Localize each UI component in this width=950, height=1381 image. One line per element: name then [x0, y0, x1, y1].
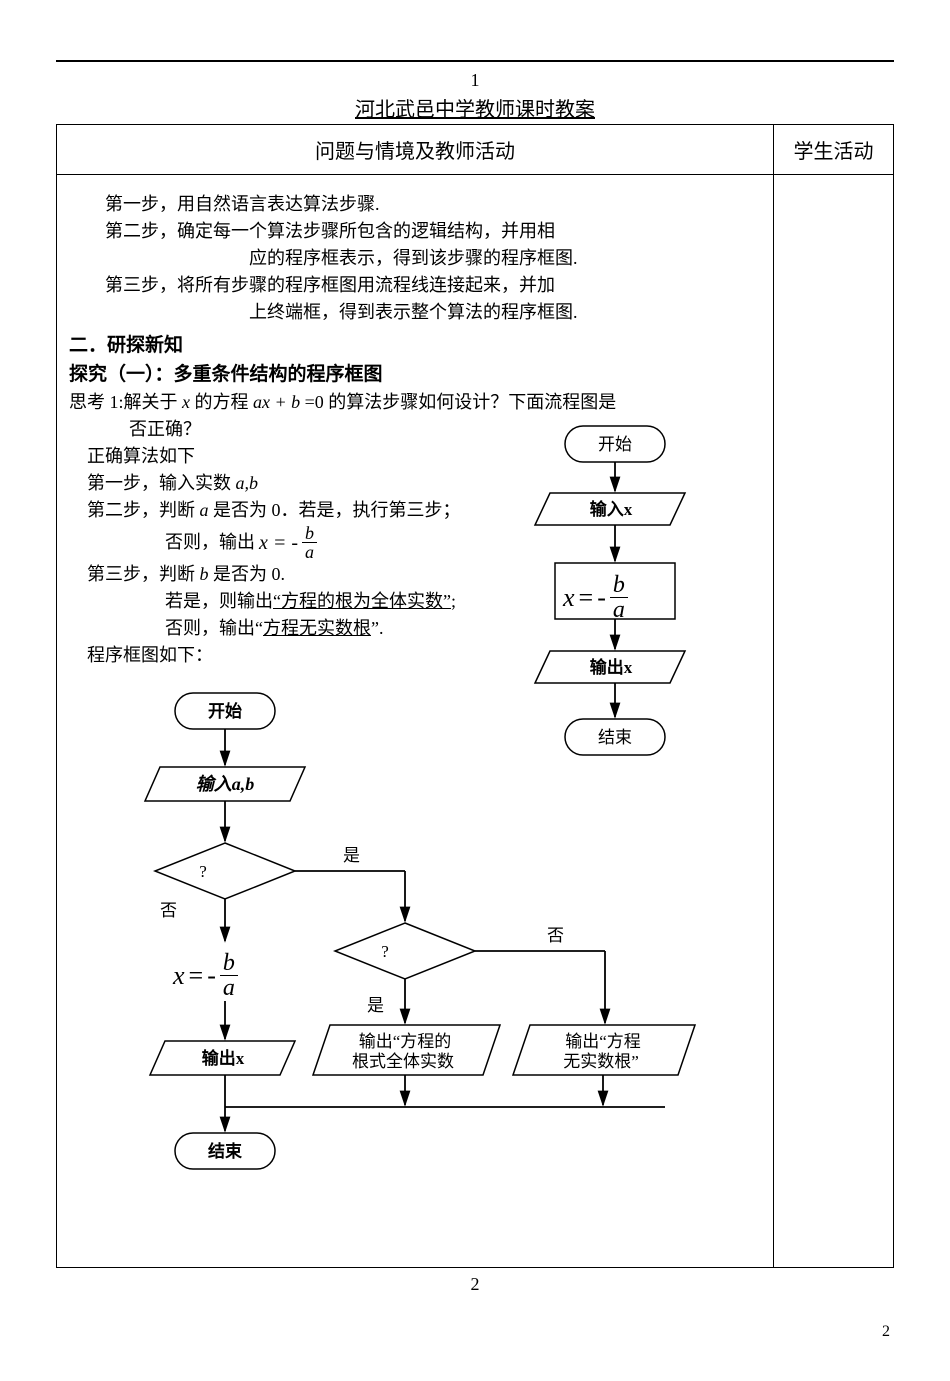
algo-step2-frac: b a	[302, 524, 317, 561]
var-x: x	[182, 392, 190, 412]
frac-den-a: a	[302, 543, 317, 561]
fl-outx: 输出x	[202, 1048, 245, 1068]
fl-formula-minus: -	[207, 956, 216, 995]
algo-step2-formula: x = -	[259, 528, 298, 558]
col-header-right: 学生活动	[774, 125, 894, 175]
fl-start: 开始	[208, 701, 242, 721]
section-title: 二．研探新知	[69, 332, 761, 361]
step1: 第一步，用自然语言表达算法步骤.	[69, 191, 761, 218]
think-line1: 思考 1:解关于 x 的方程 ax + b =0 的算法步骤如何设计？下面流程图…	[69, 389, 761, 416]
fl-end: 结束	[208, 1141, 242, 1161]
fl-dec1: ?	[199, 862, 207, 881]
frac-num-b: b	[302, 524, 317, 543]
var-b: b	[200, 564, 209, 584]
think1-c: =0 的算法步骤如何设计？下面流程图是	[305, 392, 617, 412]
subsection-title: 探究（一）：多重条件结构的程序框图	[69, 361, 761, 390]
fl-formula-frac: b a	[220, 951, 238, 1000]
col-header-left: 问题与情境及教师活动	[57, 125, 774, 175]
fr-frac-num: b	[610, 573, 628, 598]
fr-frac-den: a	[610, 598, 628, 622]
step2-line1: 第二步，确定每一个算法步骤所包含的逻辑结构，并用相	[69, 218, 761, 245]
student-activity-cell	[774, 175, 894, 1268]
fr-formula-minus: -	[597, 578, 606, 617]
page: 1 河北武邑中学教师课时教案 问题与情境及教师活动 学生活动 第一步，用自然语言…	[0, 0, 950, 1381]
algo-step3-yes-a: 若是，则输出	[165, 591, 273, 611]
content-cell: 第一步，用自然语言表达算法步骤. 第二步，确定每一个算法步骤所包含的逻辑结构，并…	[57, 175, 774, 1268]
lesson-table: 问题与情境及教师活动 学生活动 第一步，用自然语言表达算法步骤. 第二步，确定每…	[56, 124, 894, 1268]
algo-step2-a: 第二步，判断	[87, 500, 195, 520]
algo-step3-b: 是否为 0.	[213, 564, 285, 584]
fl-dec2: ?	[381, 942, 389, 961]
header-title: 河北武邑中学教师课时教案	[56, 93, 894, 122]
content-area: 第一步，用自然语言表达算法步骤. 第二步，确定每一个算法步骤所包含的逻辑结构，并…	[65, 181, 765, 1261]
algo-step1-vars: a,b	[236, 473, 259, 493]
footer-number: 2	[56, 1323, 894, 1341]
fl-frac-num: b	[220, 951, 238, 976]
algo-step2-else-text: 否则，输出	[165, 529, 255, 556]
fl-out-all-2: 根式全体实数	[352, 1052, 454, 1071]
algo-step3-no-a: 否则，输出“	[165, 618, 263, 638]
fr-formula-x: x	[563, 578, 575, 617]
page-bottom-number: 2	[56, 1274, 894, 1295]
algo-step3-no-c: ”.	[371, 618, 384, 638]
fl-yes2: 是	[367, 996, 384, 1015]
fr-formula-frac: b a	[610, 573, 628, 622]
algo-step3-yes-b: “方程的根为全体实数”	[273, 591, 451, 611]
algo-step3-no-b: 方程无实数根	[263, 618, 371, 638]
fl-out-none-1: 输出“方程	[565, 1032, 641, 1051]
fr-formula: x = - b a	[563, 573, 628, 622]
fl-formula-x: x	[173, 956, 185, 995]
step3-line2: 上终端框，得到表示整个算法的程序框图.	[69, 299, 761, 326]
algo-step3-a: 第三步，判断	[87, 564, 195, 584]
think1-a: 思考 1:解关于	[69, 392, 178, 412]
var-a: a	[200, 500, 209, 520]
fl-out-none-2: 无实数根”	[563, 1052, 639, 1071]
fr-input: 输入x	[590, 499, 633, 519]
top-rule	[56, 60, 894, 62]
fl-frac-den: a	[220, 976, 238, 1000]
fl-input: 输入a,b	[196, 774, 255, 794]
fl-no2: 否	[547, 926, 564, 945]
step2-line2: 应的程序框表示，得到该步骤的程序框图.	[69, 245, 761, 272]
page-top-number: 1	[56, 70, 894, 91]
algo-step2-b: 是否为 0．若是，执行第三步；	[213, 500, 461, 520]
fl-formula-eq: =	[189, 956, 204, 995]
step3-line1: 第三步，将所有步骤的程序框图用流程线连接起来，并加	[69, 272, 761, 299]
expr-axb: ax + b	[253, 392, 300, 412]
think1-b: 的方程	[195, 392, 249, 412]
fr-start: 开始	[598, 435, 632, 454]
fr-formula-eq: =	[579, 578, 594, 617]
fl-no1: 否	[160, 901, 177, 920]
fl-yes1: 是	[343, 846, 360, 865]
fr-output: 输出x	[590, 657, 633, 677]
fl-out-all-1: 输出“方程的	[359, 1032, 452, 1051]
fl-formula: x = - b a	[173, 951, 238, 1000]
algo-step1-text: 第一步，输入实数	[87, 473, 231, 493]
